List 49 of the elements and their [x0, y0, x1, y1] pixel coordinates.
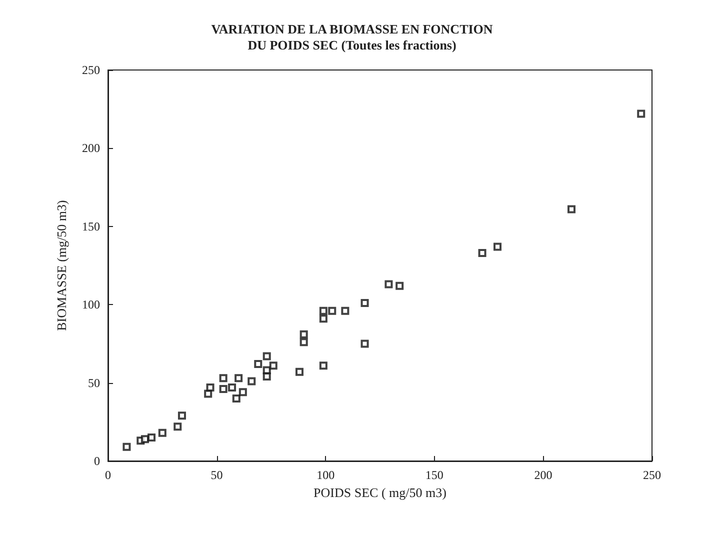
point — [228, 383, 236, 392]
x-tick-label: 0 — [105, 468, 111, 482]
y-tick-label: 0 — [94, 454, 100, 468]
point — [248, 377, 256, 386]
point — [300, 338, 308, 346]
point — [478, 248, 486, 257]
point — [234, 374, 243, 382]
point — [232, 394, 240, 402]
point — [206, 383, 214, 392]
chart-title: VARIATION DE LA BIOMASSE EN FONCTION DU POIDS SEC (Toutes les fractions) — [211, 22, 494, 52]
point — [269, 362, 278, 370]
point — [295, 368, 304, 376]
point — [319, 306, 328, 315]
point — [262, 372, 271, 381]
x-tick-label: 150 — [425, 468, 444, 482]
point — [219, 385, 228, 394]
point — [178, 412, 186, 420]
point — [148, 434, 156, 442]
y-tick-label: 150 — [82, 219, 100, 234]
point — [494, 242, 502, 251]
point — [637, 110, 646, 118]
point — [328, 306, 336, 315]
point — [384, 280, 393, 288]
point — [122, 442, 131, 451]
x-tick-label: 100 — [316, 468, 335, 482]
point — [140, 435, 149, 444]
point — [174, 422, 182, 431]
point — [319, 362, 328, 370]
y-tick-label: 100 — [82, 298, 100, 312]
point — [254, 360, 262, 368]
x-tick-label: 200 — [534, 468, 552, 482]
y-tick-label: 50 — [88, 376, 100, 390]
point — [567, 205, 576, 214]
x-tick-label: 50 — [210, 468, 223, 482]
point — [341, 306, 350, 315]
y-tick-label: 200 — [82, 141, 100, 156]
point — [219, 374, 228, 382]
y-axis-title: BIOMASSE (mg/50 m3) — [54, 200, 69, 331]
point — [360, 340, 369, 348]
y-tick-label: 250 — [82, 63, 100, 77]
point — [319, 314, 328, 323]
point — [262, 352, 271, 360]
point — [238, 388, 247, 396]
x-tick-label: 250 — [643, 468, 661, 482]
point — [360, 299, 369, 308]
point — [300, 330, 308, 338]
x-axis-title: POIDS SEC ( mg/50 m3) — [314, 484, 446, 500]
point — [396, 282, 404, 290]
point — [158, 428, 166, 437]
